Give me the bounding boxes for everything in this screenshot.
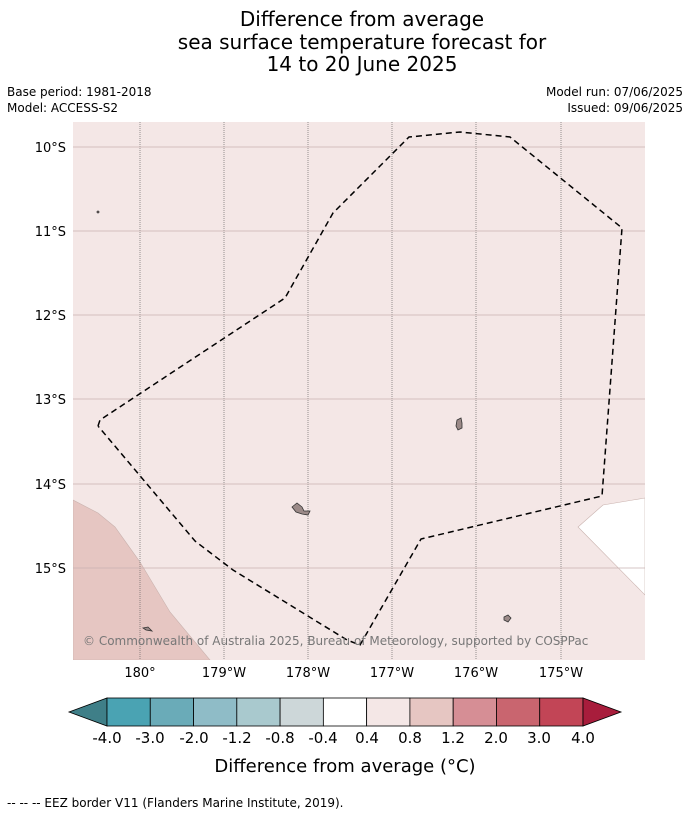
base-period: Base period: 1981-2018 — [7, 85, 152, 99]
colorbar-tick: -4.0 — [92, 729, 121, 747]
meta-left: Base period: 1981-2018 Model: ACCESS-S2 — [7, 84, 152, 116]
lon-tick-label: 178°W — [286, 666, 330, 681]
island-southwest — [141, 626, 154, 632]
lon-tick-label: 176°W — [454, 666, 498, 681]
colorbar-extend-low — [67, 697, 108, 727]
copyright-notice: © Commonwealth of Australia 2025, Bureau… — [83, 634, 588, 648]
colorbar-tick: -1.2 — [222, 729, 251, 747]
colorbar-tick: 0.4 — [355, 729, 379, 747]
graticule — [73, 122, 645, 660]
issued-date: Issued: 09/06/2025 — [567, 101, 683, 115]
warm-anomaly-region — [73, 499, 211, 660]
colorbar-segment — [236, 697, 281, 727]
colorbar-tick: 4.0 — [571, 729, 595, 747]
colorbar-segment — [193, 697, 238, 727]
lon-tick-label: 175°W — [539, 666, 583, 681]
lon-axis-labels: 180° 179°W 178°W 177°W 176°W 175°W — [124, 666, 583, 681]
colorbar-tick: -3.0 — [135, 729, 164, 747]
lat-tick-label: 12°S — [35, 309, 66, 324]
colorbar-tick: 1.2 — [441, 729, 465, 747]
colorbar-label: Difference from average (°C) — [214, 756, 475, 777]
colorbar-segment — [496, 697, 541, 727]
meta-right: Model run: 07/06/2025 Issued: 09/06/2025 — [546, 84, 683, 116]
islet-northwest — [96, 210, 100, 214]
lat-tick-label: 14°S — [35, 478, 66, 493]
colorbar-segment — [539, 697, 584, 727]
model-run: Model run: 07/06/2025 — [545, 85, 683, 99]
colorbar-tick: -0.8 — [265, 729, 294, 747]
colorbar-segment — [409, 697, 454, 727]
colorbar-extend-high — [582, 697, 623, 727]
map-title: Difference from average sea surface temp… — [0, 8, 690, 76]
title-line-2: sea surface temperature forecast for — [177, 29, 547, 54]
colorbar-segment — [279, 697, 324, 727]
colorbar-segment — [366, 697, 411, 727]
eez-border — [97, 131, 623, 646]
no-data-region — [577, 497, 645, 596]
lat-tick-label: 15°S — [35, 562, 66, 577]
island-central — [291, 502, 311, 516]
lat-axis-labels: 10°S 11°S 12°S 13°S 14°S 15°S — [35, 141, 66, 577]
colorbar-segment — [149, 697, 194, 727]
ocean-anomaly-field — [73, 122, 645, 660]
model-name: Model: ACCESS-S2 — [7, 101, 119, 115]
colorbar-segment — [322, 697, 368, 727]
lat-tick-label: 13°S — [35, 393, 66, 408]
lat-tick-label: 10°S — [35, 141, 66, 156]
lon-tick-label: 177°W — [370, 666, 414, 681]
title-line-3: 14 to 20 June 2025 — [266, 52, 458, 76]
island-southeast — [503, 614, 512, 623]
lon-tick-label: 179°W — [202, 666, 246, 681]
colorbar-segment — [452, 697, 497, 727]
island-east — [455, 417, 463, 431]
colorbar-tick: 2.0 — [484, 729, 508, 747]
colorbar-tick: -2.0 — [179, 729, 208, 747]
lon-tick-label: 180° — [124, 666, 155, 681]
eez-legend: -- -- -- EEZ border V11 (Flanders Marine… — [7, 796, 344, 810]
map-panel — [73, 122, 645, 660]
colorbar-tick: 3.0 — [527, 729, 551, 747]
colorbar-tick: 0.8 — [398, 729, 422, 747]
title-line-1: Difference from average — [239, 7, 485, 31]
lat-tick-label: 11°S — [35, 225, 66, 240]
colorbar-tick-labels: -4.0 -3.0 -2.0 -1.2 -0.8 -0.4 0.4 0.8 1.… — [92, 729, 595, 747]
colorbar-tick: -0.4 — [308, 729, 337, 747]
colorbar — [67, 697, 623, 727]
colorbar-segment — [106, 697, 151, 727]
